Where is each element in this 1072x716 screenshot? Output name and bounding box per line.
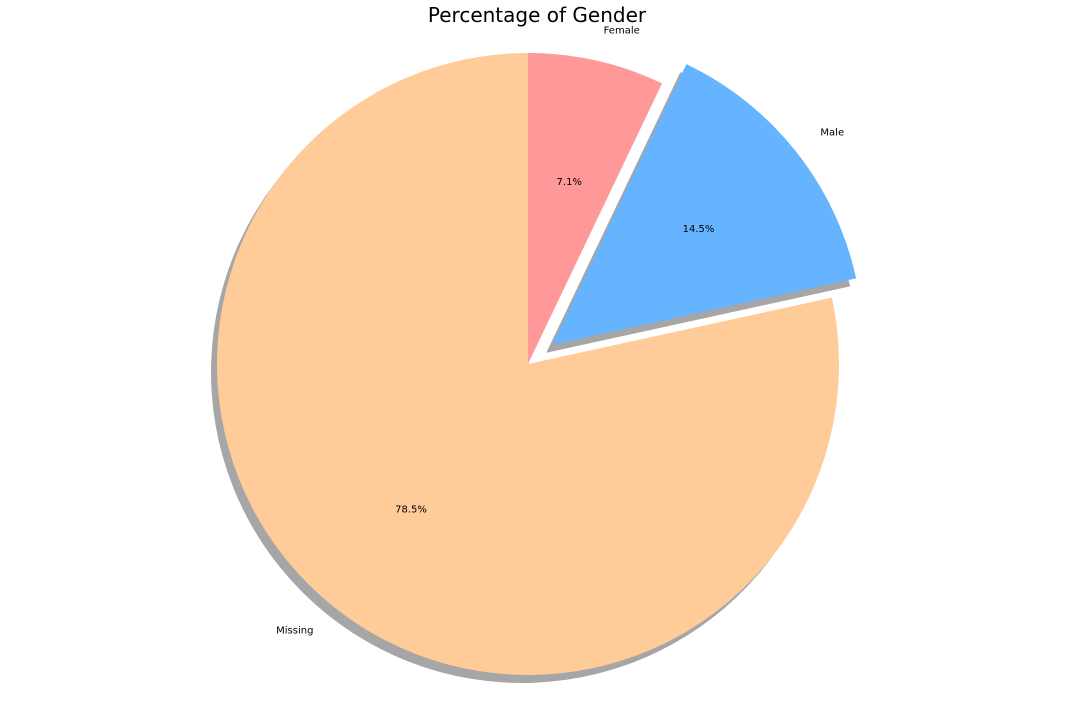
slice-label-male: Male: [820, 127, 844, 138]
slice-percent-female: 7.1%: [557, 177, 582, 188]
slice-percent-missing: 78.5%: [395, 504, 427, 515]
slice-label-missing: Missing: [276, 625, 313, 636]
slice-layer: [216, 53, 857, 675]
pie-slice-missing: [216, 53, 839, 675]
slice-label-female: Female: [604, 25, 640, 36]
chart-title: Percentage of Gender: [428, 3, 647, 27]
pie-slice-male: [552, 64, 857, 345]
pie-slice-female: [528, 53, 663, 364]
slice-percent-male: 14.5%: [683, 224, 715, 235]
label-layer: Female 7.1% Male 14.5% Missing 78.5%: [276, 25, 844, 636]
